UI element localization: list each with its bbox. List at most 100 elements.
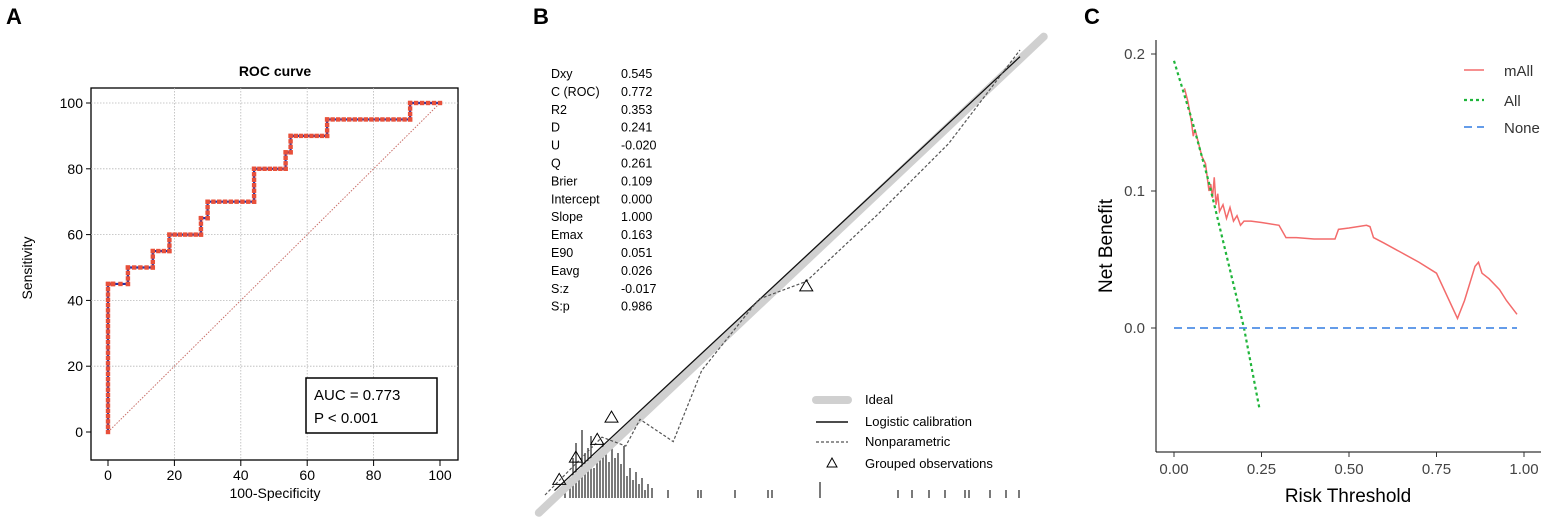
roc-point-marker	[385, 117, 391, 122]
x-tick-label: 0.00	[1159, 461, 1188, 478]
x-tick-label: 0.25	[1247, 461, 1276, 478]
panel-a-series	[105, 100, 443, 435]
stat-name: R2	[551, 103, 567, 117]
roc-point-marker	[198, 221, 204, 226]
series-line-mall	[1183, 88, 1518, 321]
logistic-calibration-line	[554, 56, 1021, 492]
roc-point-marker	[288, 150, 293, 155]
roc-point-marker	[205, 210, 210, 215]
roc-point-marker	[105, 408, 111, 414]
stat-value: 0.353	[621, 103, 652, 117]
legend-label: Nonparametric	[865, 434, 951, 449]
roc-point-marker	[156, 248, 161, 254]
nonparametric-line	[544, 49, 1021, 496]
roc-point-marker	[105, 371, 111, 377]
roc-point-marker	[380, 117, 385, 122]
panel-c-y-ticks: 0.0 0.1 0.2	[1124, 46, 1156, 337]
stat-name: C (ROC)	[551, 85, 600, 99]
roc-point-marker	[125, 281, 131, 287]
stat-value: 0.000	[621, 192, 652, 206]
roc-point-marker	[150, 254, 156, 259]
roc-point-marker	[374, 117, 380, 122]
roc-point-marker	[283, 161, 288, 166]
roc-point-marker	[193, 232, 198, 237]
roc-point-marker	[272, 166, 278, 171]
roc-point-marker	[251, 166, 257, 171]
roc-point-marker	[319, 133, 325, 139]
roc-point-marker	[246, 199, 251, 204]
panel-a-letter: A	[6, 4, 22, 29]
grouped-observation-marker	[604, 410, 619, 423]
roc-point-marker	[283, 166, 288, 171]
roc-point-marker	[105, 324, 111, 329]
roc-point-marker	[402, 117, 407, 122]
x-tick-label: 0.75	[1422, 461, 1451, 478]
roc-point-marker	[217, 199, 222, 204]
legend-label: Grouped observations	[865, 456, 993, 471]
roc-point-marker	[105, 355, 111, 361]
roc-point-marker	[105, 376, 111, 382]
roc-point-marker	[211, 199, 216, 204]
roc-point-marker	[363, 117, 369, 122]
roc-point-marker	[167, 237, 172, 243]
stat-name: Slope	[551, 210, 583, 224]
roc-point-marker	[105, 334, 111, 340]
y-tick-label: 100	[60, 95, 84, 111]
roc-point-marker	[150, 265, 156, 270]
roc-point-marker	[167, 232, 172, 237]
x-tick-label: 100	[428, 467, 452, 483]
legend-label: Logistic calibration	[865, 414, 972, 429]
roc-point-marker	[150, 248, 156, 254]
panel-a-annotation-box	[305, 377, 438, 434]
roc-point-marker	[161, 248, 167, 254]
roc-point-marker	[288, 133, 293, 139]
roc-point-marker	[278, 166, 283, 171]
grouped-observation-marker	[798, 278, 814, 292]
stat-value: -0.017	[621, 282, 656, 296]
y-tick-label: 80	[67, 161, 83, 177]
roc-point-marker	[407, 106, 413, 111]
series-line-all	[1172, 60, 1261, 411]
roc-point-marker	[182, 232, 188, 237]
x-tick-label: 80	[366, 467, 382, 483]
roc-point-marker	[205, 215, 210, 221]
roc-point-marker	[335, 117, 341, 122]
panel-c-x-ticks: 0.00 0.25 0.50 0.75 1.00	[1159, 452, 1539, 478]
x-tick-label: 1.00	[1509, 461, 1538, 478]
roc-point-marker	[105, 398, 111, 403]
roc-point-marker	[251, 188, 257, 193]
panel-b-calibration-chart: Dxy 0.545 C (ROC) 0.772 R2 0.353 D 0.241 U -0.020…	[534, 32, 1048, 517]
roc-point-marker	[105, 339, 111, 345]
roc-point-marker	[267, 166, 273, 171]
panel-c-decision-curve: 0.0 0.1 0.2 0.00 0.25 0.50 0.75 1.00 mAll All No…	[1096, 40, 1541, 507]
roc-point-marker	[105, 313, 111, 318]
panel-a-xlabel: 100-Specificity	[229, 485, 320, 501]
roc-point-marker	[251, 177, 257, 182]
roc-point-marker	[144, 265, 149, 270]
roc-point-marker	[125, 270, 131, 276]
roc-point-marker	[198, 226, 204, 232]
roc-point-marker	[105, 419, 111, 424]
panel-a-title: ROC curve	[239, 63, 312, 79]
stat-name: E90	[551, 246, 573, 260]
roc-point-marker	[105, 361, 111, 366]
x-tick-label: 40	[233, 467, 249, 483]
stat-value: 0.261	[621, 157, 652, 171]
roc-point-marker	[125, 265, 131, 270]
roc-point-marker	[131, 265, 137, 270]
roc-point-marker	[251, 199, 257, 204]
y-tick-label: 0.1	[1124, 183, 1145, 200]
roc-curve	[106, 101, 440, 432]
roc-point-marker	[431, 100, 437, 106]
roc-point-marker	[228, 199, 234, 204]
roc-point-marker	[251, 172, 257, 177]
roc-point-marker	[437, 100, 443, 106]
roc-point-marker	[407, 117, 413, 122]
roc-point-marker	[105, 329, 111, 334]
stat-name: Eavg	[551, 264, 580, 278]
roc-point-marker	[298, 133, 304, 139]
roc-point-marker	[288, 144, 293, 150]
stat-name: Brier	[551, 174, 577, 188]
roc-point-marker	[358, 117, 363, 122]
